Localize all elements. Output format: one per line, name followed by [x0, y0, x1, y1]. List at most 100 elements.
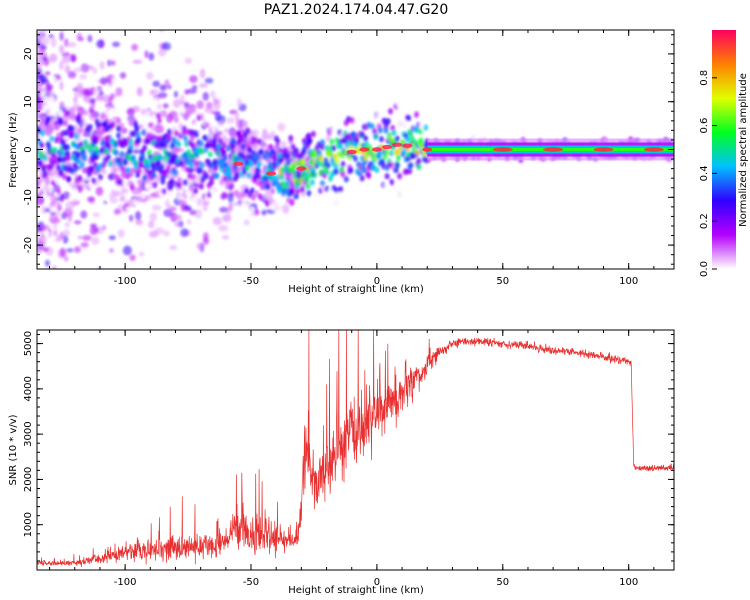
spectrogram-noise-blob: [175, 214, 183, 221]
spectrogram-ridge-blob: [320, 139, 326, 146]
spectrogram-noise-blob: [202, 91, 210, 101]
spectrogram-noise-blob: [38, 30, 48, 33]
spectrogram-ridge-blob: [288, 134, 294, 142]
spectrogram-noise-blob: [180, 203, 187, 212]
spectrogram-y-tick-label: 10: [23, 95, 34, 108]
spectrogram-ridge-blob: [373, 175, 379, 183]
spectrogram-ridge-blob: [249, 187, 255, 194]
spectrogram-noise-blob: [49, 159, 57, 166]
spectrogram-noise-blob: [99, 77, 108, 86]
spectrogram-noise-blob: [73, 246, 81, 253]
spectrogram-ridge-blob: [182, 179, 188, 186]
spectrogram-noise-blob: [60, 17, 67, 22]
spectrogram-ridge-blob: [383, 127, 389, 134]
spectrogram-ridge-blob: [99, 213, 105, 220]
snr-x-tick-label: -50: [243, 577, 259, 588]
spectrogram-noise-blob: [191, 85, 198, 90]
spectrogram-noise-blob: [191, 108, 196, 114]
spectrogram-ridge-blob: [159, 168, 165, 176]
spectrogram-hotspot: [543, 147, 564, 152]
spectrogram-noise-blob: [92, 67, 98, 74]
colorbar-tick-label: 0.4: [699, 165, 710, 181]
spectrogram-noise-blob: [89, 225, 98, 236]
spectrogram-ridge-blob: [231, 139, 237, 146]
spectrogram-ridge-blob: [207, 132, 213, 139]
spectrogram-noise-blob: [149, 212, 158, 222]
spectrogram-ridge-blob: [338, 143, 344, 150]
spectrogram-ridge-blob: [52, 105, 58, 112]
spectrogram-ridge-blob: [56, 188, 62, 195]
spectrogram-ridge-blob: [349, 117, 355, 124]
spectrogram-ridge-blob: [151, 172, 157, 179]
spectrogram-noise-blob: [51, 276, 59, 281]
spectrogram-ridge-blob: [304, 176, 310, 184]
spectrogram-ridge-blob: [37, 148, 40, 156]
spectrogram-ridge-blob: [124, 119, 130, 126]
spectrogram-ridge-blob: [256, 173, 262, 180]
spectrogram-noise-blob: [170, 206, 177, 212]
spectrogram-x-tick-label: -100: [114, 276, 137, 287]
colorbar-tick-label: 0.8: [699, 70, 710, 86]
spectrogram-hotspot: [392, 142, 403, 147]
spectrogram-noise-blob: [37, 19, 43, 29]
spectrogram-noise-blob: [45, 259, 50, 267]
spectrogram-noise-blob: [227, 192, 234, 203]
spectrogram-ridge-blob: [306, 132, 312, 140]
spectrogram-hotspot: [371, 147, 382, 152]
spectrogram-hotspot: [296, 166, 307, 171]
colorbar-ticks: 0.0 0.2 0.4 0.6 0.8: [699, 70, 717, 277]
spectrogram-ridge-blob: [198, 140, 204, 147]
spectrogram-ridge-blob: [385, 189, 391, 196]
spectrogram-noise-blob: [50, 217, 61, 224]
spectrogram-ridge-blob: [275, 138, 281, 145]
spectrogram-ridge-blob: [51, 76, 57, 83]
spectrogram-noise-blob: [152, 80, 161, 88]
spectrogram-hotspot: [492, 147, 513, 152]
spectrogram-ridge-blob: [286, 159, 292, 166]
spectrogram-noise-blob: [217, 121, 225, 127]
spectrogram-noise-blob: [189, 75, 198, 83]
spectrogram-ridge-blob: [258, 148, 264, 155]
spectrogram-noise-blob: [58, 44, 65, 54]
spectrogram-ridge-blob: [340, 171, 346, 178]
spectrogram-ridge-blob: [193, 187, 199, 195]
spectrogram-noise-blob: [107, 59, 112, 67]
spectrogram-ridge-blob: [300, 158, 306, 166]
spectrogram-noise-blob: [162, 42, 172, 51]
spectrogram-ridge-blob: [366, 172, 372, 179]
spectrogram-ridge-blob: [320, 180, 326, 187]
spectrogram-noise-blob: [65, 201, 75, 210]
spectrogram-ridge-blob: [100, 113, 106, 120]
spectrogram-ridge-blob: [147, 121, 153, 129]
spectrogram-ridge-blob: [254, 208, 260, 216]
spectrogram-ridge-blob: [125, 166, 131, 174]
spectrogram-ridge-blob: [37, 207, 42, 214]
spectrogram-noise-blob: [62, 234, 69, 244]
spectrogram-ridge-blob: [105, 142, 111, 150]
spectrogram-ridge-blob: [270, 166, 276, 173]
spectrogram-ridge-blob: [141, 108, 147, 116]
spectrogram-noise-blob: [76, 82, 84, 93]
spectrogram-noise-blob: [129, 254, 136, 261]
spectrogram-ridge-blob: [218, 95, 224, 102]
spectrogram-ridge-blob: [77, 175, 83, 182]
spectrogram-ridge-blob: [221, 191, 227, 199]
spectrogram-noise-blob: [85, 65, 94, 71]
spectrogram-ridge-blob: [52, 147, 58, 154]
spectrogram-ridge-blob: [128, 138, 134, 145]
spectrogram-noise-blob: [39, 3, 44, 7]
spectrogram-ridge-blob: [398, 92, 404, 99]
snr-panel: -100 -50 0 50 100 1000 2000 3000 4000 5000 Height…: [8, 329, 675, 596]
spectrogram-ridge-blob: [297, 202, 303, 210]
spectrogram-ridge-blob: [173, 116, 179, 124]
spectrogram-heatmap: [37, 3, 674, 300]
spectrogram-noise-blob: [38, 291, 47, 300]
spectrogram-noise-blob: [59, 31, 64, 41]
spectrogram-noise-blob: [209, 90, 216, 98]
spectrogram-noise-blob: [163, 208, 173, 218]
spectrogram-noise-blob: [52, 224, 58, 229]
spectrogram-noise-blob: [132, 148, 141, 154]
spectrogram-noise-blob: [88, 97, 96, 104]
spectrogram-ridge-blob: [188, 161, 194, 169]
